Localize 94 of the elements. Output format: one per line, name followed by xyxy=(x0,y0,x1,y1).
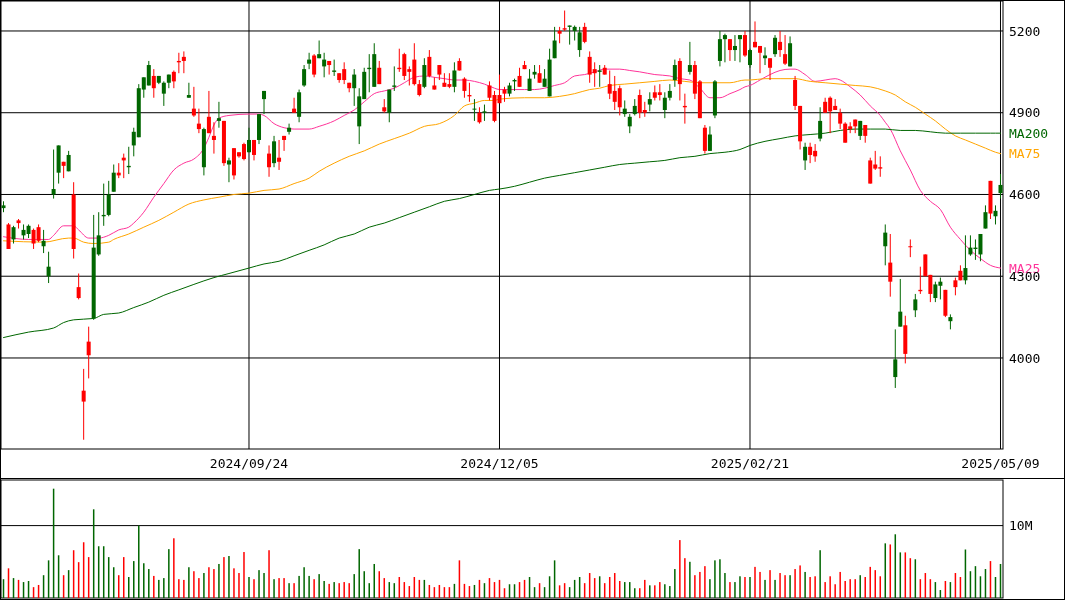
line-series xyxy=(3,78,1001,245)
candlestick xyxy=(732,34,737,62)
candlestick xyxy=(883,223,888,266)
candlestick xyxy=(893,328,898,389)
x-tick-label: 2025/05/09 xyxy=(961,456,1040,471)
x-tick-label: 2025/02/21 xyxy=(710,456,790,471)
candlestick xyxy=(41,229,46,254)
candlestick xyxy=(161,80,166,107)
candlestick xyxy=(933,281,938,303)
candlestick xyxy=(838,108,843,130)
candlestick xyxy=(111,164,116,193)
candlestick xyxy=(352,68,357,107)
candlestick xyxy=(687,41,692,76)
candlestick xyxy=(707,125,712,152)
candlestick xyxy=(422,57,427,89)
candlestick xyxy=(662,91,667,119)
candlestick xyxy=(768,57,773,81)
candlestick xyxy=(427,49,432,78)
candlestick xyxy=(527,68,532,92)
candlestick xyxy=(317,40,322,59)
candlestick xyxy=(76,273,81,300)
candlestick xyxy=(993,204,998,225)
candlestick xyxy=(788,35,793,67)
candlestick xyxy=(287,123,292,136)
candlestick xyxy=(843,121,848,144)
y-tick-label: 10M xyxy=(1009,518,1033,534)
candlestick xyxy=(86,326,91,379)
candlestick xyxy=(246,127,251,153)
candlestick xyxy=(206,90,211,134)
candlestick xyxy=(387,89,392,123)
candlestick xyxy=(742,30,747,58)
candlestick xyxy=(592,61,597,88)
candlestick xyxy=(81,368,86,441)
candlestick xyxy=(292,97,297,114)
candlestick xyxy=(672,59,677,88)
candlestick xyxy=(963,234,968,285)
candlestick xyxy=(998,173,1003,200)
candlestick xyxy=(106,180,111,217)
candlestick xyxy=(582,22,587,44)
candlestick xyxy=(562,10,567,32)
candlestick xyxy=(913,293,918,318)
candlestick xyxy=(868,157,873,185)
candlestick xyxy=(277,139,282,171)
candlestick xyxy=(677,57,682,101)
candlestick xyxy=(773,34,778,58)
candlestick xyxy=(186,82,191,99)
candlestick xyxy=(627,113,632,134)
candlestick xyxy=(722,33,727,63)
candlestick xyxy=(216,101,221,129)
candlestick xyxy=(392,65,397,92)
candlestick xyxy=(908,238,913,258)
candlestick xyxy=(517,67,522,88)
x-tick-label: 2024/09/24 xyxy=(209,456,289,471)
candlestick xyxy=(211,121,216,155)
candlestick xyxy=(747,48,752,69)
candlestick xyxy=(888,233,893,298)
y-tick-label: 5200 xyxy=(1009,23,1041,39)
y-tick-label: 4900 xyxy=(1009,105,1041,121)
candlestick xyxy=(51,149,56,200)
candlestick xyxy=(196,108,201,134)
x-tick-label: 2024/12/05 xyxy=(460,456,539,471)
candlestick xyxy=(272,135,277,168)
candlestick xyxy=(302,64,307,88)
candlestick xyxy=(267,144,272,178)
candlestick xyxy=(472,98,477,122)
candlestick xyxy=(226,157,231,183)
candlestick xyxy=(617,84,622,116)
candlestick xyxy=(898,278,903,328)
y-tick-label: 4000 xyxy=(1009,350,1041,366)
series-label: MA200 xyxy=(1009,125,1049,141)
candlestick xyxy=(597,64,602,88)
candlestick xyxy=(452,61,457,93)
y-tick-label: 4600 xyxy=(1009,187,1041,203)
candlestick xyxy=(151,68,156,99)
candlestick xyxy=(808,142,813,164)
candlestick xyxy=(983,204,988,230)
candlestick xyxy=(462,76,467,99)
candlestick xyxy=(778,30,783,58)
candlestick xyxy=(282,135,287,152)
series-label: MA75 xyxy=(1009,146,1041,162)
candlestick xyxy=(307,52,312,70)
candlestick xyxy=(552,26,557,59)
candlestick xyxy=(181,50,186,74)
candlestick xyxy=(146,60,151,86)
candlestick xyxy=(312,53,317,78)
candlestick xyxy=(803,142,808,171)
candlestick xyxy=(717,30,722,67)
candlestick xyxy=(783,34,788,66)
candlestick xyxy=(577,26,582,58)
candlestick xyxy=(647,91,652,112)
candlestick xyxy=(737,34,742,63)
candlestick xyxy=(727,38,732,62)
candlestick xyxy=(702,124,707,155)
candlestick xyxy=(46,251,51,284)
